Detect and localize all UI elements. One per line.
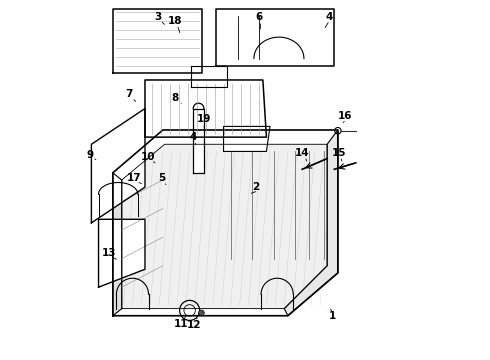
Text: 4: 4 — [325, 13, 333, 22]
Polygon shape — [193, 109, 204, 173]
Text: 6: 6 — [256, 13, 263, 22]
Polygon shape — [113, 130, 338, 316]
Text: 5: 5 — [158, 173, 166, 183]
Polygon shape — [122, 144, 327, 309]
Text: 1: 1 — [329, 311, 336, 321]
Polygon shape — [217, 9, 334, 66]
Text: 17: 17 — [127, 173, 142, 183]
Polygon shape — [223, 126, 270, 152]
Polygon shape — [145, 80, 267, 137]
Text: 18: 18 — [168, 16, 183, 26]
Text: 2: 2 — [252, 182, 259, 192]
Polygon shape — [284, 130, 338, 316]
Text: 12: 12 — [187, 320, 201, 330]
Polygon shape — [92, 109, 145, 223]
Text: 19: 19 — [196, 114, 211, 124]
Polygon shape — [192, 66, 227, 87]
Polygon shape — [113, 9, 202, 73]
Circle shape — [198, 310, 204, 316]
Text: 10: 10 — [141, 152, 156, 162]
Text: 4: 4 — [190, 132, 197, 142]
Text: 11: 11 — [173, 319, 188, 329]
Text: 3: 3 — [154, 13, 161, 22]
Text: 7: 7 — [125, 89, 133, 99]
Text: 16: 16 — [338, 111, 352, 121]
Polygon shape — [98, 219, 145, 287]
Polygon shape — [113, 173, 122, 316]
Text: 15: 15 — [331, 148, 346, 158]
Text: 13: 13 — [102, 248, 117, 258]
Text: 9: 9 — [86, 150, 93, 160]
Text: 14: 14 — [295, 148, 310, 158]
Text: 8: 8 — [172, 93, 179, 103]
